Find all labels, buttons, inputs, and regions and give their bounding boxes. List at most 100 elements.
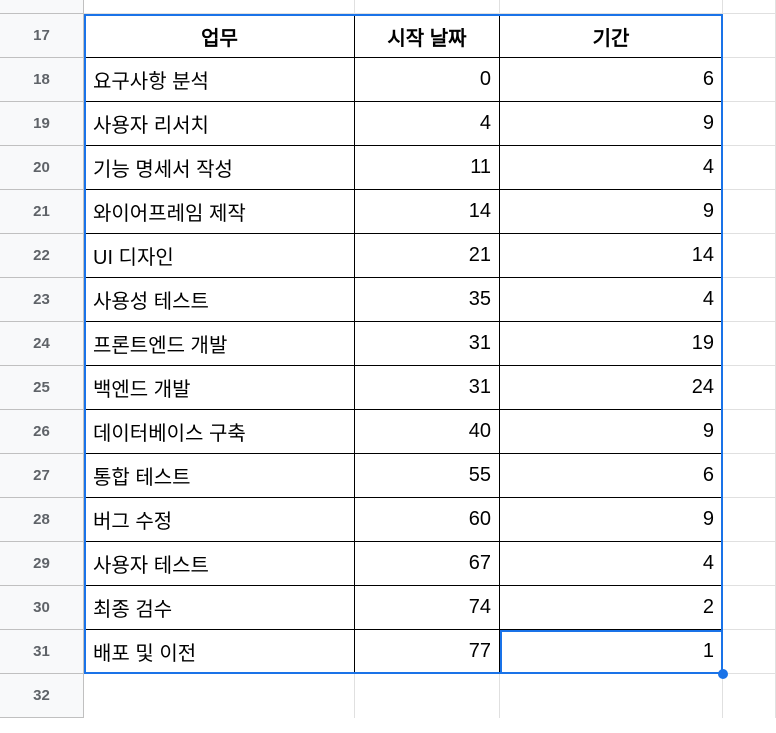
cell-start-date[interactable]: 35: [355, 278, 500, 322]
empty-row-32: 32: [0, 674, 776, 718]
header-start-date[interactable]: 시작 날짜: [355, 14, 500, 58]
cell-empty[interactable]: [723, 102, 776, 146]
row-header-partial[interactable]: [0, 0, 84, 14]
data-row: 19사용자 리서치49: [0, 102, 776, 146]
cell-task[interactable]: 최종 검수: [84, 586, 355, 630]
cell-empty[interactable]: [723, 410, 776, 454]
cell-empty[interactable]: [723, 14, 776, 58]
cell-partial[interactable]: [500, 0, 723, 14]
cell-task[interactable]: 사용자 테스트: [84, 542, 355, 586]
row-header-32[interactable]: 32: [0, 674, 84, 718]
cell-empty[interactable]: [723, 498, 776, 542]
row-header-18[interactable]: 18: [0, 58, 84, 102]
cell-task[interactable]: 데이터베이스 구축: [84, 410, 355, 454]
cell-partial[interactable]: [355, 0, 500, 14]
cell-task[interactable]: UI 디자인: [84, 234, 355, 278]
header-row: 17 업무 시작 날짜 기간: [0, 14, 776, 58]
cell-empty[interactable]: [723, 454, 776, 498]
header-task[interactable]: 업무: [84, 14, 355, 58]
cell-empty[interactable]: [723, 278, 776, 322]
cell-start-date[interactable]: 0: [355, 58, 500, 102]
cell-start-date[interactable]: 21: [355, 234, 500, 278]
cell-start-date[interactable]: 14: [355, 190, 500, 234]
header-duration[interactable]: 기간: [500, 14, 723, 58]
fill-handle[interactable]: [718, 669, 728, 679]
cell-start-date[interactable]: 31: [355, 322, 500, 366]
cell-task[interactable]: 버그 수정: [84, 498, 355, 542]
row-header-23[interactable]: 23: [0, 278, 84, 322]
cell-duration[interactable]: 9: [500, 410, 723, 454]
cell-start-date[interactable]: 77: [355, 630, 500, 674]
data-row: 20기능 명세서 작성114: [0, 146, 776, 190]
cell-empty[interactable]: [723, 146, 776, 190]
data-row: 18요구사항 분석06: [0, 58, 776, 102]
cell-start-date[interactable]: 11: [355, 146, 500, 190]
cell-empty[interactable]: [723, 58, 776, 102]
cell-task[interactable]: 요구사항 분석: [84, 58, 355, 102]
cell-task[interactable]: 배포 및 이전: [84, 630, 355, 674]
cell-duration[interactable]: 2: [500, 586, 723, 630]
cell-task[interactable]: 사용자 리서치: [84, 102, 355, 146]
cell-empty[interactable]: [723, 674, 776, 718]
cell-task[interactable]: 통합 테스트: [84, 454, 355, 498]
cell-empty[interactable]: [723, 542, 776, 586]
data-row: 25백엔드 개발3124: [0, 366, 776, 410]
row-header-24[interactable]: 24: [0, 322, 84, 366]
cell-duration[interactable]: 9: [500, 498, 723, 542]
cell-empty[interactable]: [723, 190, 776, 234]
cell-task[interactable]: 백엔드 개발: [84, 366, 355, 410]
cell-start-date[interactable]: 60: [355, 498, 500, 542]
data-row: 27통합 테스트556: [0, 454, 776, 498]
cell-duration[interactable]: 19: [500, 322, 723, 366]
cell-duration[interactable]: 9: [500, 102, 723, 146]
data-row: 23사용성 테스트354: [0, 278, 776, 322]
cell-empty[interactable]: [723, 586, 776, 630]
cell-start-date[interactable]: 4: [355, 102, 500, 146]
cell-task[interactable]: 기능 명세서 작성: [84, 146, 355, 190]
cell-duration[interactable]: 9: [500, 190, 723, 234]
row-header-26[interactable]: 26: [0, 410, 84, 454]
cell-partial[interactable]: [84, 0, 355, 14]
cell-partial[interactable]: [723, 0, 776, 14]
cell-empty[interactable]: [723, 322, 776, 366]
cell-duration[interactable]: 6: [500, 454, 723, 498]
row-header-29[interactable]: 29: [0, 542, 84, 586]
row-header-20[interactable]: 20: [0, 146, 84, 190]
cell-duration[interactable]: 1: [500, 630, 723, 674]
cell-task[interactable]: 프론트엔드 개발: [84, 322, 355, 366]
data-row: 29사용자 테스트674: [0, 542, 776, 586]
cell-start-date[interactable]: 40: [355, 410, 500, 454]
cell-duration[interactable]: 4: [500, 278, 723, 322]
row-header-27[interactable]: 27: [0, 454, 84, 498]
cell-empty[interactable]: [723, 630, 776, 674]
cell-start-date[interactable]: 31: [355, 366, 500, 410]
cell-duration[interactable]: 24: [500, 366, 723, 410]
cell-duration[interactable]: 4: [500, 542, 723, 586]
row-header-30[interactable]: 30: [0, 586, 84, 630]
row-header-21[interactable]: 21: [0, 190, 84, 234]
cell-empty[interactable]: [84, 674, 355, 718]
cell-start-date[interactable]: 55: [355, 454, 500, 498]
row-header-22[interactable]: 22: [0, 234, 84, 278]
row-header-19[interactable]: 19: [0, 102, 84, 146]
cell-duration[interactable]: 14: [500, 234, 723, 278]
cell-task[interactable]: 사용성 테스트: [84, 278, 355, 322]
data-row: 28버그 수정609: [0, 498, 776, 542]
row-header-25[interactable]: 25: [0, 366, 84, 410]
spreadsheet-grid[interactable]: 17 업무 시작 날짜 기간 18요구사항 분석0619사용자 리서치4920기…: [0, 0, 776, 718]
cell-empty[interactable]: [723, 234, 776, 278]
row-header-17[interactable]: 17: [0, 14, 84, 58]
data-row: 24프론트엔드 개발3119: [0, 322, 776, 366]
data-row: 26데이터베이스 구축409: [0, 410, 776, 454]
cell-start-date[interactable]: 67: [355, 542, 500, 586]
cell-duration[interactable]: 6: [500, 58, 723, 102]
cell-empty[interactable]: [500, 674, 723, 718]
row-header-28[interactable]: 28: [0, 498, 84, 542]
cell-duration[interactable]: 4: [500, 146, 723, 190]
cell-empty[interactable]: [723, 366, 776, 410]
cell-task[interactable]: 와이어프레임 제작: [84, 190, 355, 234]
cell-start-date[interactable]: 74: [355, 586, 500, 630]
data-row: 30최종 검수742: [0, 586, 776, 630]
cell-empty[interactable]: [355, 674, 500, 718]
row-header-31[interactable]: 31: [0, 630, 84, 674]
